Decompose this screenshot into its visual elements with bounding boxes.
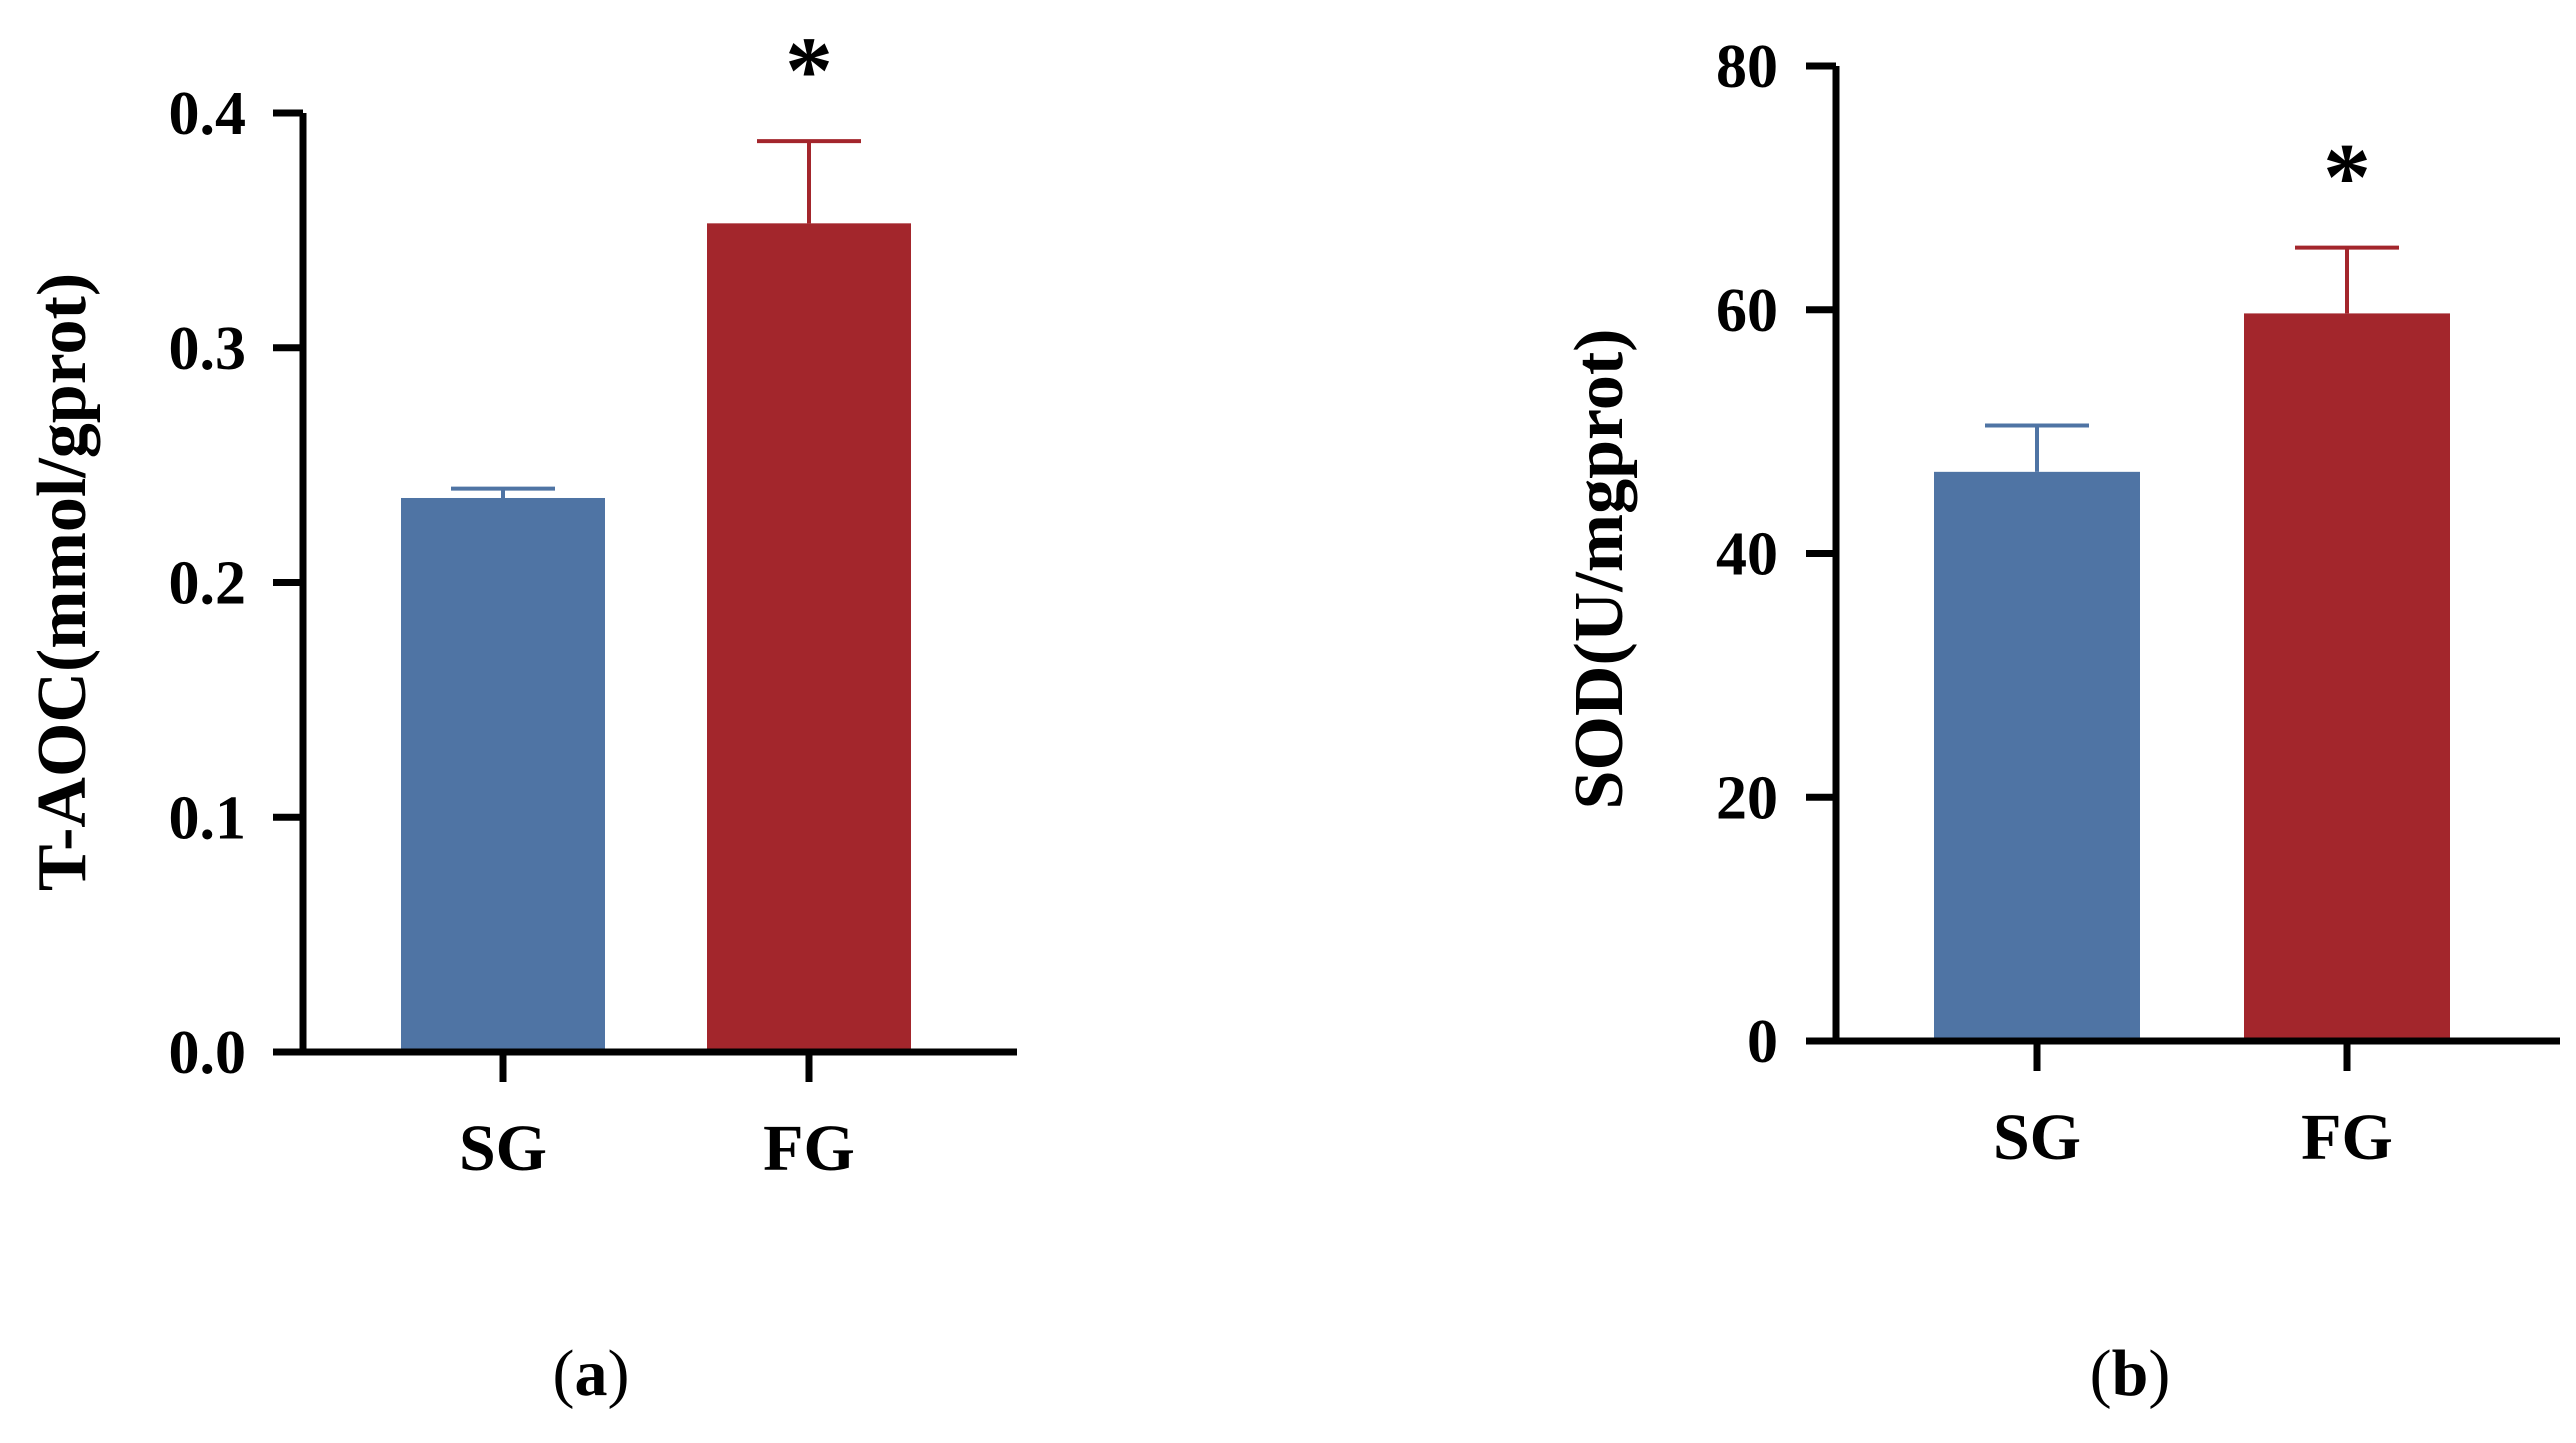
bar-sg — [1934, 471, 2140, 1041]
x-tick-label: SG — [459, 1112, 547, 1185]
y-tick-label: 0.4 — [169, 80, 247, 148]
panel-label-letter: b — [2112, 1337, 2149, 1410]
y-tick-label: 20 — [1716, 764, 1778, 832]
panel-label: (b) — [2090, 1337, 2171, 1410]
panel-label-close: ) — [608, 1337, 630, 1410]
panel-label: (a) — [553, 1337, 630, 1410]
y-tick-label: 0.3 — [169, 315, 247, 383]
y-tick-label: 60 — [1716, 277, 1778, 345]
x-tick-label: SG — [1993, 1101, 2081, 1174]
panel-a-chart: SG * FG 0.0 0.1 0.2 0.3 0.4 T-AOC(mmol/gprot) (a) — [24, 17, 1017, 1410]
y-tick-label: 80 — [1716, 33, 1778, 101]
significance-marker: * — [785, 17, 833, 124]
y-axis-title: T-AOC(mmol/gprot) — [24, 273, 101, 891]
significance-marker: * — [2323, 124, 2371, 231]
bar-sg — [401, 497, 605, 1052]
panel-label-letter: a — [575, 1337, 608, 1410]
y-tick-label: 40 — [1716, 521, 1778, 589]
x-tick-label: FG — [763, 1112, 855, 1185]
y-tick-label: 0.1 — [169, 784, 247, 852]
y-axis-title: SOD(U/mgprot) — [1561, 329, 1638, 810]
y-tick-label: 0 — [1747, 1008, 1778, 1076]
bar-fg — [707, 223, 911, 1052]
panel-label-open: ( — [2090, 1337, 2112, 1410]
y-tick-label: 0.0 — [169, 1019, 247, 1087]
panel-label-open: ( — [553, 1337, 575, 1410]
panel-label-close: ) — [2148, 1337, 2170, 1410]
panel-b-chart: SG * FG 0 20 40 60 80 SOD(U/mgprot) (b) — [1561, 33, 2560, 1410]
y-tick-label: 0.2 — [169, 550, 247, 618]
x-tick-label: FG — [2301, 1101, 2393, 1174]
bar-fg — [2244, 313, 2450, 1041]
